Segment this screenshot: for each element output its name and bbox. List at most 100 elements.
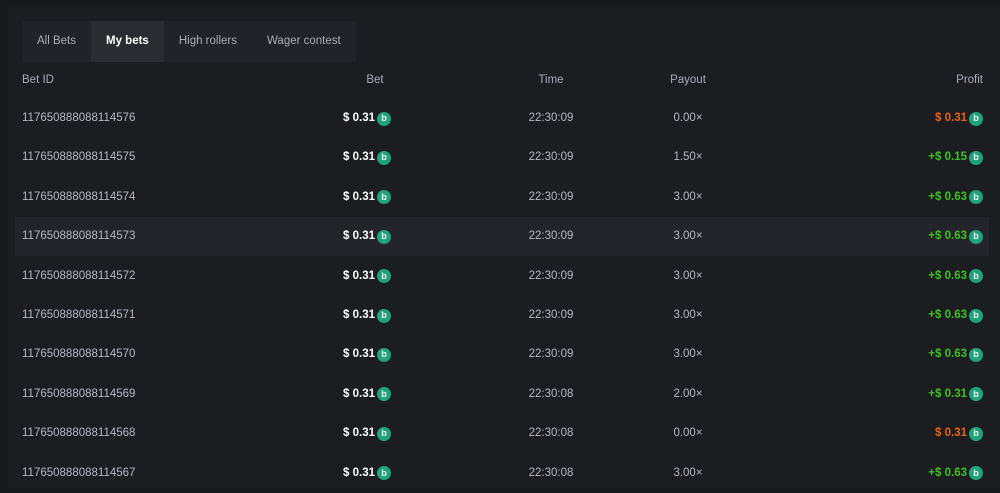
profit-value: +$ 0.63 [928,269,967,282]
bet-id: 117650888088114574 [22,190,136,203]
table-row[interactable]: 117650888088114568 $ 0.31 b 22:30:08 0.00… [15,414,989,453]
table-row[interactable]: 117650888088114574 $ 0.31 b 22:30:09 3.00… [15,178,989,217]
profit-value: +$ 0.63 [928,230,967,243]
table-row[interactable]: 117650888088114573 $ 0.31 b 22:30:09 3.00… [15,217,989,257]
bet-payout: 3.00× [673,230,703,243]
profit-value: $ 0.31 [935,427,967,440]
header-time: Time [538,74,564,86]
header-payout: Payout [670,74,706,86]
bet-profit: +$ 0.63 b [928,178,983,217]
bet-time: 22:30:09 [528,151,574,164]
bet-profit: +$ 0.63 b [928,335,983,374]
bet-profit: +$ 0.63 b [928,454,983,493]
table-row[interactable]: 117650888088114572 $ 0.31 b 22:30:09 3.00… [15,257,989,296]
bet-id: 117650888088114575 [22,151,136,164]
coin-icon: b [377,111,391,126]
bet-payout: 3.00× [673,309,703,321]
bet-amount: $ 0.31 b [343,296,391,335]
bet-amount: $ 0.31 b [343,414,391,453]
table-row[interactable]: 117650888088114571 $ 0.31 b 22:30:09 3.00… [15,296,989,335]
bet-value: $ 0.31 [343,466,375,479]
bet-payout: 3.00× [673,190,703,203]
bet-id: 117650888088114570 [22,348,136,361]
bet-time: 22:30:09 [528,269,574,282]
coin-icon: b [377,387,391,402]
coin-icon: b [969,387,983,402]
bet-value: $ 0.31 [343,348,375,361]
bet-amount: $ 0.31 b [343,138,391,177]
coin-icon: b [377,426,391,441]
profit-value: +$ 0.63 [928,466,967,479]
bet-payout: 3.00× [673,466,703,479]
bet-payout: 1.50× [673,151,703,164]
coin-icon: b [377,347,391,362]
table-row[interactable]: 117650888088114570 $ 0.31 b 22:30:09 3.00… [15,335,989,374]
coin-icon: b [969,308,983,323]
bet-profit: $ 0.31 b [935,414,983,453]
bet-profit: +$ 0.63 b [928,296,983,335]
profit-value: +$ 0.63 [928,309,967,321]
bet-id: 117650888088114572 [22,269,136,282]
header-bet: Bet [366,74,384,86]
bet-time: 22:30:09 [528,230,574,243]
bet-payout: 3.00× [673,348,703,361]
tab-wager-contest[interactable]: Wager contest [267,35,341,47]
tab-my-bets[interactable]: My bets [91,21,164,62]
bet-profit: +$ 0.63 b [928,257,983,296]
bet-amount: $ 0.31 b [343,335,391,374]
bet-time: 22:30:08 [528,466,574,479]
bet-amount: $ 0.31 b [343,178,391,217]
profit-value: +$ 0.63 [928,190,967,203]
profit-value: +$ 0.31 [928,387,967,400]
bet-amount: $ 0.31 b [343,454,391,493]
coin-icon: b [377,190,391,205]
header-profit: Profit [956,74,983,86]
coin-icon: b [377,150,391,165]
bet-value: $ 0.31 [343,190,375,203]
coin-icon: b [969,190,983,205]
bet-value: $ 0.31 [343,112,375,124]
coin-icon: b [969,426,983,441]
bet-time: 22:30:09 [528,309,574,321]
bet-value: $ 0.31 [343,269,375,282]
bet-amount: $ 0.31 b [343,375,391,414]
bet-value: $ 0.31 [343,387,375,400]
table-row[interactable]: 117650888088114575 $ 0.31 b 22:30:09 1.50… [15,138,989,177]
bet-id: 117650888088114568 [22,427,136,440]
bet-id: 117650888088114569 [22,387,136,400]
tab-all-bets[interactable]: All Bets [37,35,76,47]
coin-icon: b [377,229,391,244]
bet-profit: +$ 0.31 b [928,375,983,414]
bets-tabs: All Bets My bets High rollers Wager cont… [22,21,356,62]
table-row[interactable]: 117650888088114569 $ 0.31 b 22:30:08 2.00… [15,375,989,414]
table-row[interactable]: 117650888088114567 $ 0.31 b 22:30:08 3.00… [15,454,989,493]
bet-time: 22:30:09 [528,190,574,203]
bet-id: 117650888088114571 [22,309,136,321]
bet-payout: 3.00× [673,269,703,282]
coin-icon: b [969,111,983,126]
coin-icon: b [969,150,983,165]
coin-icon: b [969,229,983,244]
coin-icon: b [377,308,391,323]
bet-id: 117650888088114576 [22,112,136,124]
coin-icon: b [969,466,983,481]
tab-high-rollers[interactable]: High rollers [178,35,237,47]
coin-icon: b [377,269,391,284]
table-row[interactable]: 117650888088114576 $ 0.31 b 22:30:09 0.00… [15,99,989,138]
bet-amount: $ 0.31 b [343,217,391,256]
bet-time: 22:30:09 [528,112,574,124]
coin-icon: b [377,466,391,481]
bet-payout: 0.00× [673,427,703,440]
bet-time: 22:30:09 [528,348,574,361]
bet-id: 117650888088114567 [22,466,136,479]
coin-icon: b [969,269,983,284]
bet-time: 22:30:08 [528,387,574,400]
bet-value: $ 0.31 [343,230,375,243]
bet-id: 117650888088114573 [22,230,136,243]
bet-time: 22:30:08 [528,427,574,440]
bet-value: $ 0.31 [343,309,375,321]
bet-profit: $ 0.31 b [935,99,983,138]
table-header: Bet ID Bet Time Payout Profit [15,61,989,100]
profit-value: +$ 0.15 [928,151,967,164]
bet-profit: +$ 0.15 b [928,138,983,177]
